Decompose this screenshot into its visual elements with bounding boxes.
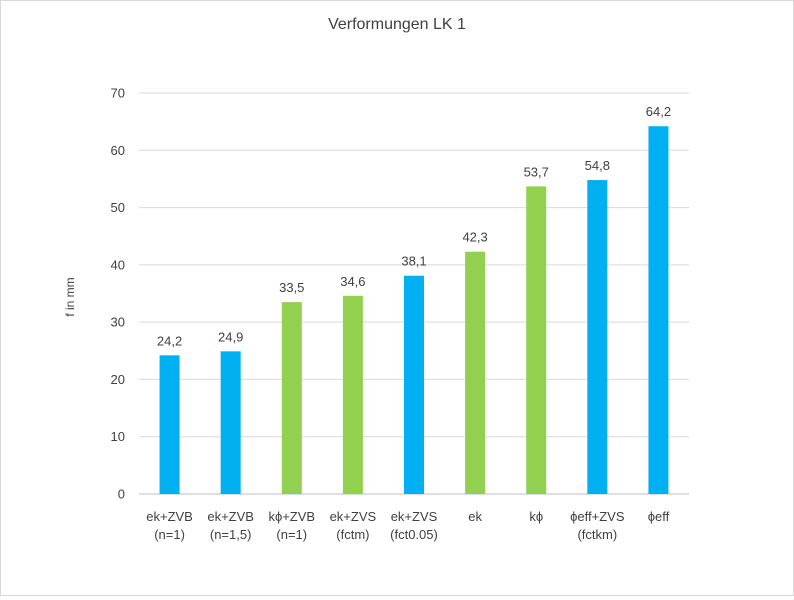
bars xyxy=(159,126,669,495)
data-label: 54,8 xyxy=(585,158,610,173)
data-label: 38,1 xyxy=(401,254,426,269)
y-tick-label: 0 xyxy=(118,487,125,502)
bar xyxy=(159,355,180,494)
bar xyxy=(465,251,486,494)
x-category-label: ek xyxy=(468,509,482,524)
bar xyxy=(587,180,608,494)
bar xyxy=(648,126,669,495)
data-label: 42,3 xyxy=(462,230,487,245)
y-tick-label: 60 xyxy=(111,143,125,158)
x-category-label: (fct0.05) xyxy=(390,527,438,542)
x-category-label: ϕeff xyxy=(648,509,670,524)
bar xyxy=(526,186,547,494)
x-category-label: (n=1) xyxy=(276,527,307,542)
bar xyxy=(220,351,241,494)
x-category-label: (fctm) xyxy=(336,527,369,542)
data-label: 33,5 xyxy=(279,280,304,295)
bar xyxy=(404,275,424,494)
bar xyxy=(281,302,302,494)
x-category-label: ek+ZVS xyxy=(330,509,377,524)
y-tick-label: 50 xyxy=(111,200,125,215)
bar xyxy=(342,295,363,494)
y-tick-label: 70 xyxy=(111,86,125,101)
x-category-labels: ek+ZVB (n=1) ek+ZVB (n=1,5) kϕ+ZVB (n=1) ek+ZV… xyxy=(146,509,669,542)
x-category-label: ek+ZVB xyxy=(146,509,193,524)
chart-title: Verformungen LK 1 xyxy=(328,16,466,33)
x-category-label: kϕ xyxy=(529,509,543,524)
x-category-label: (n=1,5) xyxy=(210,527,252,542)
y-axis-label: f in mm xyxy=(63,277,77,316)
y-tick-label: 40 xyxy=(111,257,125,272)
x-category-label: (n=1) xyxy=(154,527,185,542)
y-tick-label: 10 xyxy=(111,429,125,444)
data-label: 24,9 xyxy=(218,329,243,344)
x-category-label: (fctkm) xyxy=(577,527,617,542)
data-label: 34,6 xyxy=(340,274,365,289)
x-category-label: kϕ+ZVB xyxy=(268,509,315,524)
data-labels: 24,2 24,9 33,5 34,6 38,1 42,3 53,7 54,8 64,2 xyxy=(157,104,671,348)
y-tick-labels: 0 10 20 30 40 50 60 70 xyxy=(111,86,125,502)
data-label: 64,2 xyxy=(646,104,671,119)
x-category-label: ek+ZVS xyxy=(391,509,438,524)
data-label: 24,2 xyxy=(157,333,182,348)
x-category-label: ek+ZVB xyxy=(207,509,254,524)
y-tick-label: 30 xyxy=(111,315,125,330)
x-category-label: ϕeff+ZVS xyxy=(570,509,625,524)
y-tick-label: 20 xyxy=(111,372,125,387)
data-label: 53,7 xyxy=(524,164,549,179)
